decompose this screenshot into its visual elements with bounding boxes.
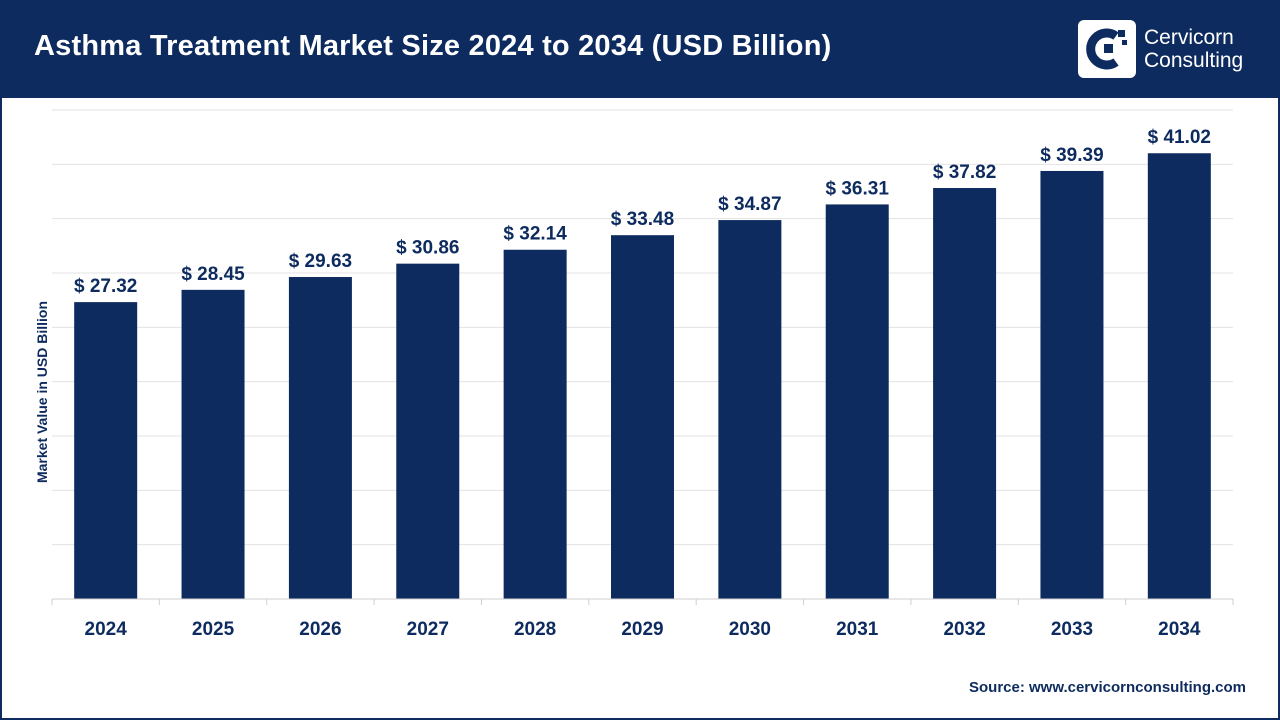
x-tick-label: 2025 bbox=[192, 619, 235, 640]
bar bbox=[396, 263, 460, 599]
x-tick-label: 2024 bbox=[85, 619, 128, 640]
chart-title: Asthma Treatment Market Size 2024 to 203… bbox=[34, 30, 832, 62]
x-tick-label: 2029 bbox=[621, 619, 663, 640]
y-axis-label: Market Value in USD Billion bbox=[34, 300, 50, 484]
bar bbox=[718, 220, 782, 599]
x-tick-label: 2031 bbox=[836, 619, 879, 640]
data-label: $ 37.82 bbox=[933, 162, 996, 183]
data-label: $ 30.86 bbox=[396, 238, 459, 259]
brand-logo-icon bbox=[1078, 20, 1136, 78]
x-tick-label: 2032 bbox=[943, 619, 985, 640]
x-tick-label: 2034 bbox=[1158, 619, 1201, 640]
brand-name-line2: Consulting bbox=[1144, 49, 1244, 72]
bar bbox=[825, 204, 889, 599]
x-tick-label: 2033 bbox=[1051, 619, 1093, 640]
x-tick-label: 2030 bbox=[729, 619, 771, 640]
data-label: $ 33.48 bbox=[611, 209, 674, 230]
x-tick-label: 2026 bbox=[299, 619, 341, 640]
data-label: $ 39.39 bbox=[1040, 145, 1103, 166]
bar bbox=[933, 188, 997, 600]
source-note: Source: www.cervicornconsulting.com bbox=[968, 679, 1246, 696]
brand-name: Cervicorn Consulting bbox=[1144, 26, 1243, 72]
data-label: $ 36.31 bbox=[826, 178, 890, 199]
bar bbox=[503, 249, 567, 599]
x-tick-label: 2028 bbox=[514, 619, 556, 640]
bar bbox=[74, 302, 138, 599]
data-label: $ 28.45 bbox=[181, 264, 245, 285]
bars bbox=[74, 153, 1211, 600]
data-label: $ 32.14 bbox=[503, 224, 567, 245]
bar bbox=[181, 289, 245, 599]
header-bar: Asthma Treatment Market Size 2024 to 203… bbox=[2, 2, 1278, 98]
x-axis: 2024 2025 2026 2027 2028 2029 2030 2031 2032 2033… bbox=[51, 598, 1234, 640]
bar bbox=[611, 235, 674, 599]
data-labels: $ 27.32 $ 28.45 $ 29.63 $ 30.86 $ 32.14 $ 33.… bbox=[74, 127, 1211, 297]
data-label: $ 41.02 bbox=[1148, 127, 1211, 148]
bar bbox=[1040, 170, 1104, 599]
data-label: $ 34.87 bbox=[718, 194, 781, 215]
data-label: $ 29.63 bbox=[289, 251, 352, 272]
brand-name-line1: Cervicorn bbox=[1144, 26, 1234, 49]
bar bbox=[288, 277, 352, 599]
data-label: $ 27.32 bbox=[74, 276, 137, 297]
x-tick-label: 2027 bbox=[407, 619, 449, 640]
brand-logo: Cervicorn Consulting bbox=[1078, 20, 1268, 82]
bar bbox=[1147, 153, 1211, 599]
